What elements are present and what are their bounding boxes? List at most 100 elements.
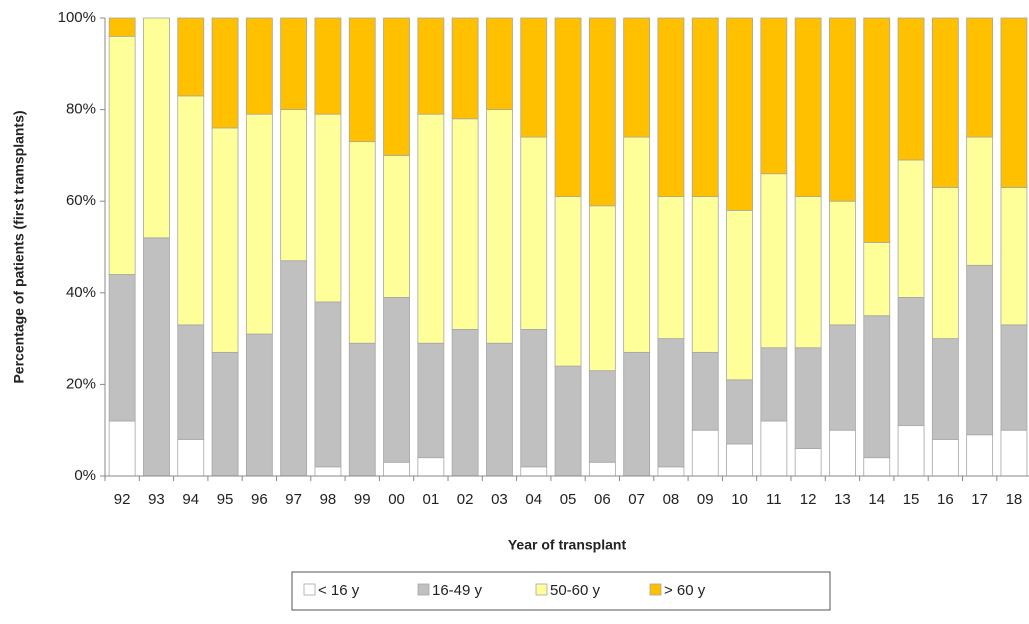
legend-box (291, 571, 831, 611)
bar-segment (245, 113, 273, 335)
bar-segment (691, 351, 719, 431)
bar-segment (726, 379, 753, 445)
y-tick-label: 60% (66, 192, 96, 209)
bar-segment (897, 425, 925, 477)
bar-segment (657, 338, 685, 468)
bar-segment (966, 136, 994, 266)
bar-segment (863, 315, 891, 459)
legend-label: > 60 y (664, 582, 706, 599)
bar-segment (691, 17, 719, 198)
legend-marker (417, 583, 430, 596)
bar-segment (383, 17, 410, 156)
x-tick-label: 13 (834, 491, 851, 508)
bar-segment (108, 17, 136, 37)
bar-segment (280, 260, 308, 477)
bar-segment (691, 196, 719, 353)
bar-segment (554, 196, 582, 367)
bar-segment (863, 242, 891, 317)
bar-segment (588, 17, 616, 207)
bar-segment (451, 17, 479, 120)
x-tick-label: 12 (800, 491, 817, 508)
bar-segment (451, 118, 479, 330)
bar-segment (794, 17, 822, 198)
bar-segment (554, 365, 582, 477)
bar-segment (1000, 17, 1028, 188)
x-tick-label: 94 (182, 491, 199, 508)
x-tick-label: 05 (560, 491, 577, 508)
x-tick-label: 00 (388, 491, 405, 508)
y-tick-label: 0% (74, 467, 96, 484)
x-tick-label: 01 (423, 491, 440, 508)
x-tick-label: 18 (1006, 491, 1023, 508)
bar-segment (760, 347, 788, 422)
bar-segment (829, 429, 856, 477)
bar-segment (931, 187, 959, 340)
bar-segment (280, 17, 308, 110)
bar-segment (829, 324, 856, 431)
bar-segment (863, 457, 891, 477)
bar-segment (794, 347, 822, 449)
bar-segment (657, 17, 685, 198)
x-tick-label: 07 (628, 491, 645, 508)
bar-segment (520, 17, 548, 138)
x-tick-label: 11 (766, 491, 782, 508)
bar-segment (760, 420, 788, 477)
bar-segment (348, 17, 376, 143)
legend-marker (649, 583, 662, 596)
bar-segment (897, 296, 925, 427)
bar-segment (931, 338, 959, 440)
bar-segment (657, 466, 685, 477)
bar-segment (623, 136, 651, 353)
bar-segment (863, 17, 891, 243)
x-tick-label: 97 (285, 491, 302, 508)
y-tick-label: 100% (58, 9, 96, 26)
bar-segment (726, 209, 753, 381)
bar-segment (966, 434, 994, 477)
bar-segment (211, 17, 239, 129)
y-axis-title: Percentage of patients (first tramsplant… (11, 110, 27, 383)
legend-marker (535, 583, 548, 596)
bar-segment (417, 342, 445, 459)
bar-segment (520, 136, 548, 330)
bar-segment (623, 351, 651, 477)
legend-marker (303, 583, 316, 596)
bar-segment (486, 342, 513, 477)
x-tick-label: 92 (114, 491, 131, 508)
bar-segment (486, 109, 513, 344)
y-tick-label: 20% (66, 375, 96, 392)
bar-segment (383, 154, 410, 298)
x-tick-label: 93 (148, 491, 165, 508)
bar-segment (829, 17, 856, 202)
bar-segment (760, 173, 788, 349)
bar-segment (108, 420, 136, 477)
bar-segment (588, 461, 616, 477)
bar-segment (520, 329, 548, 468)
x-tick-label: 95 (217, 491, 234, 508)
bar-segment (211, 351, 239, 477)
bar-segment (520, 466, 548, 477)
bar-segment (486, 17, 513, 110)
bar-segment (657, 196, 685, 339)
bar-segment (794, 196, 822, 349)
bar-segment (143, 237, 170, 477)
bar-segment (691, 429, 719, 477)
x-tick-label: 96 (251, 491, 268, 508)
bar-segment (314, 113, 342, 303)
x-tick-label: 98 (320, 491, 337, 508)
bar-segment (177, 438, 205, 477)
bar-segment (897, 17, 925, 161)
x-tick-label: 15 (903, 491, 920, 508)
x-tick-label: 14 (868, 491, 885, 508)
bar-segment (383, 461, 410, 477)
bar-segment (348, 342, 376, 477)
x-tick-label: 02 (457, 491, 474, 508)
x-tick-label: 17 (971, 491, 988, 508)
legend-label: < 16 y (318, 582, 360, 599)
y-tick-label: 40% (66, 284, 96, 301)
bar-segment (794, 448, 822, 477)
bar-segment (588, 370, 616, 463)
bar-segment (897, 159, 925, 298)
y-tick-label: 80% (66, 101, 96, 118)
bar-segment (417, 457, 445, 477)
